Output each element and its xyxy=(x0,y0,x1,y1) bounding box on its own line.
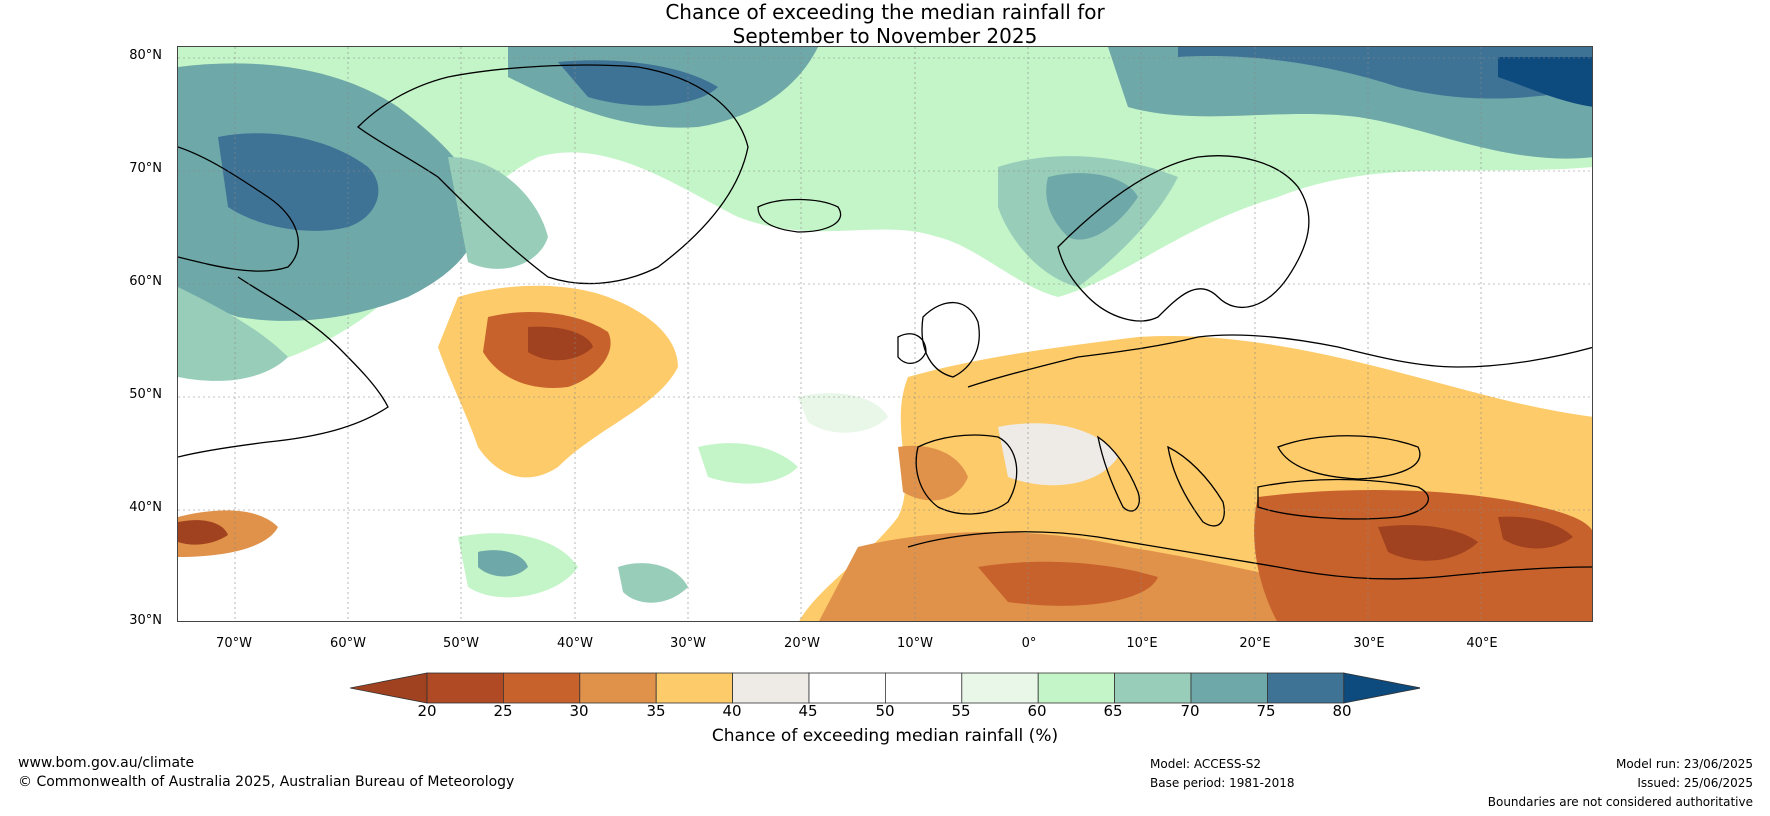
arctic-north-core xyxy=(558,60,718,106)
british-isles-coast xyxy=(921,301,980,378)
iceland-coast xyxy=(757,198,842,233)
colorbar-tick-75: 75 xyxy=(1256,702,1276,720)
colorbar-segments xyxy=(350,672,1420,704)
north-atlantic-dry-strong xyxy=(528,326,593,361)
base-period-text: Base period: 1981-2018 xyxy=(1150,776,1295,790)
lon-label-20e: 20°E xyxy=(1239,636,1271,651)
colorbar-segment xyxy=(1037,672,1116,704)
labrador-coast xyxy=(178,276,389,458)
labrador-wet xyxy=(178,287,288,381)
lon-label-70w: 70°W xyxy=(216,636,252,651)
disclaimer-text: Boundaries are not considered authoritat… xyxy=(1487,795,1753,809)
colorbar-extend-high xyxy=(1343,672,1420,704)
colorbar-segment xyxy=(1190,672,1268,704)
lon-label-10w: 10°W xyxy=(897,636,933,651)
colorbar-segment xyxy=(732,672,810,704)
lat-label-80n: 80°N xyxy=(129,48,162,63)
colorbar-segment xyxy=(1114,672,1192,704)
turkey-coast xyxy=(1257,478,1430,520)
barents-strong xyxy=(1498,57,1592,107)
colorbar-segment xyxy=(655,672,734,704)
ireland-coast xyxy=(897,333,927,364)
title-line-1: Chance of exceeding the median rainfall … xyxy=(665,0,1105,24)
lat-label-60n: 60°N xyxy=(129,274,162,289)
scandinavia-coast xyxy=(1057,155,1310,322)
title-line-2: September to November 2025 xyxy=(732,24,1038,48)
colorbar-tick-60: 60 xyxy=(1027,702,1047,720)
south-atlantic-teal xyxy=(478,550,528,577)
colorbar-segment xyxy=(502,672,581,704)
colorbar-tick-80: 80 xyxy=(1332,702,1352,720)
azores-green xyxy=(618,563,688,603)
barents-core xyxy=(1178,47,1592,99)
lon-label-30e: 30°E xyxy=(1353,636,1385,651)
lon-label-50w: 50°W xyxy=(443,636,479,651)
lon-label-10e: 10°E xyxy=(1126,636,1158,651)
mid-atlantic-green-1 xyxy=(698,443,798,484)
colorbar-segment xyxy=(808,672,886,704)
coastline-layer xyxy=(178,64,1592,580)
colorbar-extend-low xyxy=(350,672,428,704)
arctic-wet-band xyxy=(178,47,1592,377)
north-africa-coast xyxy=(907,531,1592,580)
colorbar-segment xyxy=(579,672,657,704)
greenland-coast xyxy=(357,64,749,285)
colorbar-tick-40: 40 xyxy=(722,702,742,720)
website-link[interactable]: www.bom.gov.au/climate xyxy=(18,755,195,771)
wet-anomaly-layer xyxy=(178,47,1592,603)
lon-label-0: 0° xyxy=(1021,636,1037,651)
issued-text: Issued: 25/06/2025 xyxy=(1637,776,1753,790)
east-med-dry-strong-2 xyxy=(1498,516,1573,549)
norway-strong xyxy=(1046,173,1138,240)
baffin-coast xyxy=(178,146,299,272)
lon-label-20w: 20°W xyxy=(784,636,820,651)
colorbar-tick-70: 70 xyxy=(1180,702,1200,720)
italy-coast xyxy=(1097,435,1140,512)
colorbar-segment xyxy=(961,672,1039,704)
black-sea-coast xyxy=(1277,435,1421,480)
lon-label-40w: 40°W xyxy=(557,636,593,651)
greenland-core-wet xyxy=(218,133,379,231)
colorbar-tick-20: 20 xyxy=(417,702,437,720)
colorbar-tick-50: 50 xyxy=(875,702,895,720)
balkans-greece-coast xyxy=(1167,445,1225,527)
lat-label-50n: 50°N xyxy=(129,387,162,402)
copyright-text: © Commonwealth of Australia 2025, Austra… xyxy=(18,774,515,790)
colorbar-title: Chance of exceeding median rainfall (%) xyxy=(711,726,1059,746)
lon-label-30w: 30°W xyxy=(670,636,706,651)
iberia-coast xyxy=(915,434,1018,515)
colorbar-tick-45: 45 xyxy=(798,702,818,720)
colorbar-tick-25: 25 xyxy=(493,702,513,720)
colorbar xyxy=(350,672,1420,704)
east-med-dry-strong xyxy=(1378,525,1478,561)
colorbar-tick-30: 30 xyxy=(569,702,589,720)
lat-label-70n: 70°N xyxy=(129,161,162,176)
colorbar-tick-35: 35 xyxy=(646,702,666,720)
iberia-dry xyxy=(898,445,968,501)
europe-mainland-coast xyxy=(967,334,1592,388)
lon-label-40e: 40°E xyxy=(1466,636,1498,651)
colorbar-tick-55: 55 xyxy=(951,702,971,720)
colorbar-segment xyxy=(426,672,504,704)
east-greenland-wet xyxy=(448,157,548,269)
north-africa-dry-core xyxy=(978,561,1158,606)
mid-atlantic-green-2 xyxy=(798,393,888,433)
lat-label-40n: 40°N xyxy=(129,500,162,515)
map-title: Chance of exceeding the median rainfall … xyxy=(0,0,1770,48)
colorbar-segment xyxy=(1267,672,1345,704)
gridline-layer xyxy=(178,47,1592,621)
rainfall-map xyxy=(177,46,1593,622)
colorbar-segment xyxy=(885,672,963,704)
rainfall-map-svg xyxy=(178,47,1592,621)
colorbar-tick-65: 65 xyxy=(1103,702,1123,720)
lon-label-60w: 60°W xyxy=(330,636,366,651)
model-run-text: Model run: 23/06/2025 xyxy=(1615,757,1753,771)
lat-label-30n: 30°N xyxy=(129,613,162,628)
western-atlantic-dry-core xyxy=(178,520,228,545)
model-text: Model: ACCESS-S2 xyxy=(1150,757,1262,771)
